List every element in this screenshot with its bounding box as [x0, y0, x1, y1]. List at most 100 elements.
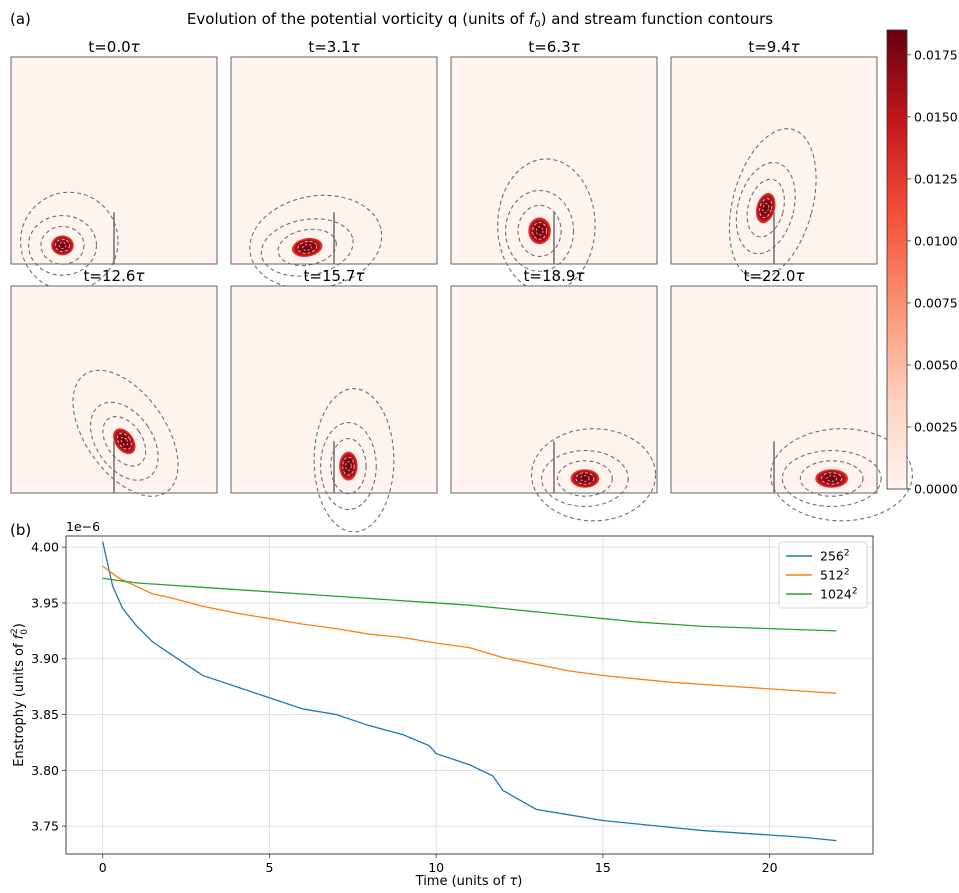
colorbar-tick-label: 0.0075 — [914, 295, 958, 310]
stream-contour — [728, 128, 817, 279]
inner-contour — [342, 456, 355, 476]
vortex-core — [51, 235, 74, 256]
inner-contour — [58, 241, 67, 249]
inner-contour — [826, 475, 838, 482]
vortex-core — [528, 217, 551, 245]
heatmap-panels: t=0.0τ t=3.1τ t=6.3τ t=9.4τ t=12.6τ t=15.7τ t=… — [10, 38, 913, 533]
y-tick-label: 3.90 — [31, 651, 59, 666]
inner-contour — [297, 241, 318, 254]
line-chart-frame — [65, 535, 874, 855]
y-tick-label: 4.00 — [31, 540, 59, 555]
stream-contour — [799, 460, 864, 497]
inner-contour — [302, 244, 313, 251]
stream-contour — [260, 218, 354, 277]
snapshot-panel: t=22.0τ — [670, 267, 913, 522]
line-chart-series — [102, 541, 837, 842]
vortex — [530, 428, 657, 522]
y-tick-label: 3.95 — [31, 595, 59, 610]
stream-contour — [517, 204, 562, 257]
snapshot-panel: t=6.3τ — [450, 38, 658, 293]
stream-contour — [746, 178, 785, 238]
stream-contour — [27, 215, 98, 276]
stream-contour — [497, 158, 596, 293]
y-tick-label: 3.85 — [31, 707, 59, 722]
snapshot-panel: t=0.0τ — [10, 38, 218, 292]
vortex-core — [815, 469, 849, 488]
x-tick-label: 0 — [99, 860, 107, 875]
snapshot-time-label: t=0.0τ — [88, 38, 140, 56]
stream-contour — [89, 401, 159, 481]
series-line-256 — [102, 541, 837, 842]
snapshot-time-label: t=22.0τ — [744, 267, 806, 285]
inner-contour — [55, 238, 70, 252]
inner-contour — [821, 472, 843, 485]
colorbar-tick-label: 0.0025 — [914, 419, 958, 434]
inner-contour — [345, 461, 352, 471]
vortex — [497, 158, 596, 293]
vortex — [20, 191, 119, 292]
snapshot-panel: t=9.4τ — [670, 38, 878, 279]
colorbar-tick-label: 0.0000 — [914, 482, 958, 497]
vortex-core — [570, 469, 600, 488]
vortex — [313, 388, 395, 533]
legend-entry: 5122 — [820, 568, 850, 583]
colorbar-tick-label: 0.0100 — [914, 233, 958, 248]
vortex — [249, 194, 383, 290]
stream-contour — [249, 194, 383, 290]
snapshot-panel: t=12.6τ — [10, 267, 218, 497]
stream-contour — [20, 191, 119, 292]
colorbar-tick-label: 0.0150 — [914, 109, 958, 124]
x-tick-label: 15 — [595, 860, 611, 875]
snapshot-time-label: t=6.3τ — [528, 38, 580, 56]
legend: 2562 5122 10242 — [778, 541, 868, 609]
y-tick-label: 3.75 — [31, 819, 59, 834]
vortex — [72, 369, 179, 497]
inner-contour — [120, 436, 129, 446]
inner-contour — [535, 226, 544, 236]
colorbar-tick-label: 0.0175 — [914, 47, 958, 62]
colorbar-tick-label: 0.0125 — [914, 171, 958, 186]
snapshot-panel: t=3.1τ — [230, 38, 438, 290]
stream-contour — [72, 369, 179, 497]
colorbar-gradient — [886, 29, 908, 490]
inner-contour — [575, 472, 595, 485]
inner-contour — [759, 198, 773, 218]
stream-contour — [541, 450, 629, 508]
inner-contour — [532, 222, 548, 240]
snapshot-panel: t=15.7τ — [230, 267, 438, 533]
x-tick-label: 5 — [265, 860, 273, 875]
x-tick-label: 10 — [428, 860, 444, 875]
line-chart-grid — [66, 536, 873, 854]
y-offset-text: 1e−6 — [66, 519, 100, 534]
snapshot-time-label: t=18.9τ — [524, 267, 586, 285]
colorbar-tick-label: 0.0050 — [914, 357, 958, 372]
snapshot-panel: t=18.9τ — [450, 267, 658, 522]
series-line-512 — [102, 565, 837, 694]
panel-a-label: (a) — [10, 10, 31, 28]
colorbar-ticks: 0.0000 0.0025 0.0050 0.0075 0.0100 0.0125 0.01… — [907, 47, 958, 497]
panel-b-label: (b) — [10, 521, 31, 539]
series-line-1024 — [102, 577, 837, 632]
snapshot-time-label: t=9.4τ — [748, 38, 800, 56]
stream-contour — [770, 428, 913, 522]
stream-contour — [781, 450, 882, 508]
line-chart-ticks: 0 5 10 15 20 3.75 3.80 3.85 3.90 3.95 4.00 — [31, 540, 777, 875]
legend-entry: 2562 — [820, 549, 850, 564]
stream-contour — [735, 161, 796, 255]
snapshot-time-label: t=12.6τ — [84, 267, 146, 285]
y-axis-label: Enstrophy (units of f02) — [10, 623, 30, 767]
stream-contour — [330, 438, 367, 495]
stream-contour — [556, 460, 613, 497]
snapshot-time-label: t=15.7τ — [304, 267, 366, 285]
stream-contour — [505, 189, 575, 272]
inner-contour — [580, 475, 590, 482]
enstrophy-line-chart: 0 5 10 15 20 3.75 3.80 3.85 3.90 3.95 4.00 1e−6 Ti… — [10, 519, 874, 889]
vortex — [770, 428, 913, 522]
stream-contour — [313, 388, 395, 533]
colorbar: 0.0000 0.0025 0.0050 0.0075 0.0100 0.0125 0.01… — [886, 29, 958, 497]
figure-title: Evolution of the potential vorticity q (… — [187, 10, 773, 30]
stream-contour — [320, 422, 377, 511]
snapshot-time-label: t=3.1τ — [308, 38, 360, 56]
